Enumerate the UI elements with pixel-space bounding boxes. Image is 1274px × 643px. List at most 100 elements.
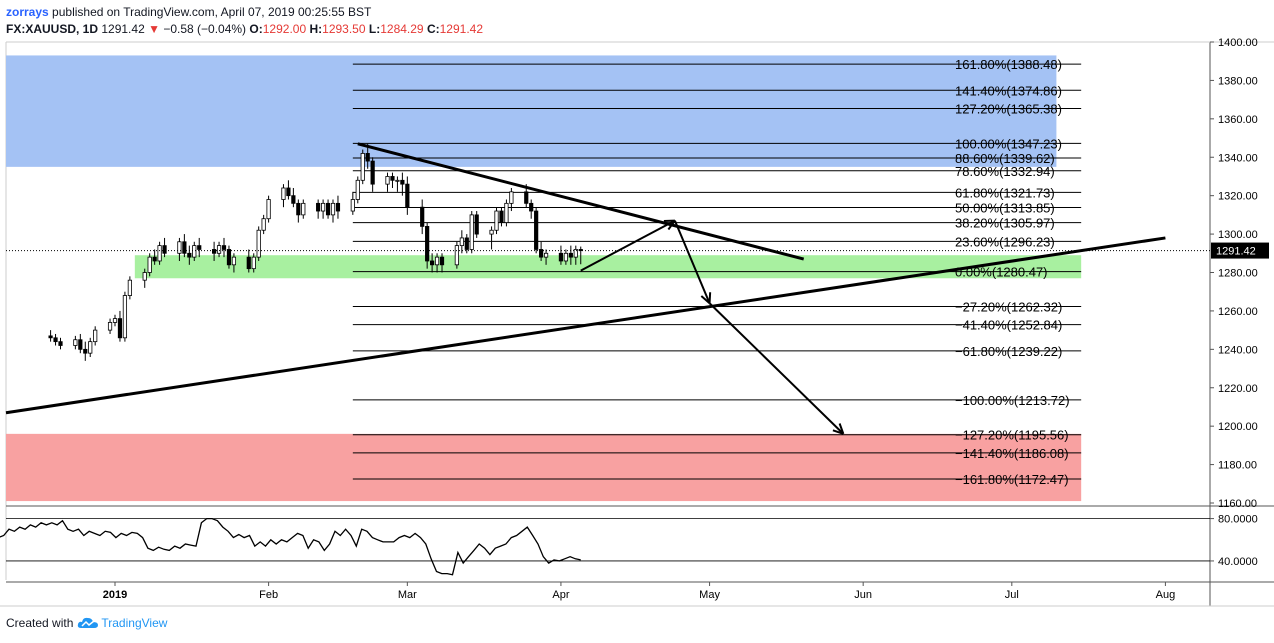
ascending-trendline — [5, 236, 1166, 415]
candle-body — [256, 229, 261, 258]
fib-level-label: −41.40%(1252.84) — [955, 318, 1062, 333]
lower-target-zone — [6, 433, 1082, 502]
time-tick-label: Feb — [259, 589, 278, 601]
fib-level-label: 88.60%(1339.62) — [955, 151, 1055, 166]
candle-body — [539, 249, 544, 258]
candle-body — [117, 318, 123, 339]
fib-level-label: 38.20%(1305.97) — [955, 216, 1055, 231]
candle-body — [578, 249, 583, 251]
candle-body — [325, 202, 331, 216]
candle-body — [211, 249, 217, 254]
time-tick-label: Mar — [398, 589, 417, 601]
candle-body — [459, 237, 464, 247]
candle-body — [434, 256, 440, 266]
candle-body — [157, 245, 162, 262]
candle-body — [390, 176, 395, 181]
price-tick-label: 1380.00 — [1218, 75, 1258, 87]
price-tick-label: 1280.00 — [1218, 268, 1258, 280]
candle-body — [301, 202, 306, 216]
candle-body — [246, 256, 251, 270]
fib-level-label: −100.00%(1213.72) — [955, 393, 1070, 408]
fib-level-label: 161.80%(1388.48) — [955, 57, 1062, 72]
down-arrow-icon: ▼ — [148, 22, 160, 36]
candle-body — [93, 329, 98, 343]
candle-body — [469, 214, 474, 250]
low-label: L: — [368, 22, 381, 36]
price-tick-label: 1180.00 — [1218, 460, 1257, 472]
candle-body — [509, 191, 514, 204]
candle-body — [216, 245, 222, 254]
rsi-tick-label: 40.0000 — [1218, 556, 1258, 568]
candle-body — [182, 241, 187, 254]
created-with-label: Created with — [6, 616, 74, 630]
upper-target-zone — [6, 55, 1057, 167]
support-zone — [134, 255, 1082, 279]
candle-body — [474, 214, 479, 235]
time-tick-label: Aug — [1156, 589, 1176, 601]
fib-level-label: −141.40%(1186.08) — [955, 446, 1069, 461]
fib-level-label: 50.00%(1313.85) — [955, 200, 1055, 215]
projection-arrowhead — [708, 292, 712, 304]
fib-level-label: 0.00%(1280.47) — [955, 265, 1048, 280]
candle-body — [192, 245, 197, 258]
close-label: C: — [426, 22, 440, 36]
fib-level-label: −127.20%(1195.56) — [955, 428, 1069, 443]
price-change: −0.58 (−0.04%) — [163, 22, 247, 36]
candle-body — [107, 322, 113, 331]
candle-body — [335, 202, 341, 212]
projection-segment — [580, 219, 676, 272]
rsi-line — [0, 517, 581, 576]
candle-body — [568, 252, 573, 258]
fib-level-label: 78.60%(1332.94) — [955, 164, 1055, 179]
fib-level-label: 141.40%(1374.86) — [955, 83, 1062, 98]
candle-body — [53, 337, 58, 343]
candle-body — [499, 210, 504, 223]
chart-header: zorrays published on TradingView.com, Ap… — [6, 4, 1206, 38]
candle-body — [464, 237, 469, 250]
author-name[interactable]: zorrays — [6, 5, 49, 19]
candle-body — [573, 249, 578, 258]
price-tick-label: 1300.00 — [1218, 229, 1258, 241]
price-tick-label: 1240.00 — [1218, 344, 1258, 356]
candle-body — [221, 245, 227, 250]
time-tick-label: Apr — [552, 589, 569, 601]
fib-level-label: 61.80%(1321.73) — [955, 185, 1055, 200]
tradingview-logo[interactable]: TradingView — [77, 616, 167, 630]
open-label: O: — [249, 22, 263, 36]
price-tick-label: 1200.00 — [1218, 421, 1258, 433]
candle-body — [524, 191, 529, 204]
candle-body — [489, 229, 494, 235]
candle-body — [281, 187, 286, 200]
candle-body — [430, 260, 435, 266]
candle-body — [400, 179, 405, 185]
fib-level-label: 23.60%(1296.23) — [955, 234, 1055, 249]
candle-body — [286, 187, 291, 197]
projection-segment — [673, 220, 711, 304]
price-tick-label: 1320.00 — [1218, 191, 1258, 203]
candle-body — [58, 341, 63, 346]
rsi-tick-label: 80.0000 — [1218, 514, 1258, 526]
candle-body — [296, 202, 301, 216]
candle-body — [147, 256, 152, 273]
candle-body — [360, 153, 365, 181]
candle-body — [350, 199, 355, 212]
price-tick-label: 1260.00 — [1218, 306, 1258, 318]
candle-body — [78, 339, 83, 350]
candle-body — [162, 245, 167, 254]
candle-body — [48, 335, 53, 339]
candle-body — [226, 249, 232, 266]
candle-body — [494, 210, 499, 231]
candle-body — [365, 153, 370, 162]
symbol-line: FX:XAUUSD, 1D 1291.42 ▼ −0.58 (−0.04%) O… — [6, 21, 1206, 38]
candle-body — [529, 202, 534, 212]
last-price: 1291.42 — [101, 22, 145, 36]
candle-body — [439, 256, 445, 266]
candle-body — [142, 272, 147, 281]
price-tick-label: 1160.00 — [1218, 498, 1257, 510]
fib-level-label: −61.80%(1239.22) — [955, 344, 1062, 359]
candle-body — [321, 202, 326, 212]
candle-body — [330, 202, 336, 216]
price-tick-label: 1400.00 — [1218, 37, 1258, 49]
candle-body — [385, 176, 390, 185]
